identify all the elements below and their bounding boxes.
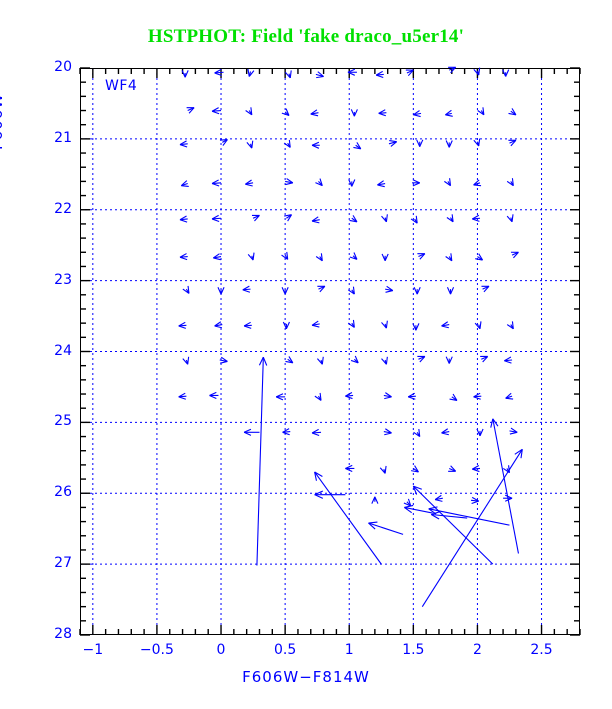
y-tick-label: 22	[54, 200, 72, 217]
y-tick-label: 27	[54, 555, 72, 572]
x-tick-label: 2.5	[530, 642, 553, 658]
x-axis-label: F606W−F814W	[242, 668, 370, 686]
x-tick-label: 1	[344, 642, 354, 658]
x-tick-label: 0	[216, 642, 226, 658]
y-tick-label: 21	[54, 129, 72, 146]
chip-label: WF4	[105, 78, 138, 94]
x-tick-label: −0.5	[139, 642, 174, 658]
y-tick-label: 20	[54, 59, 72, 75]
y-tick-label: 28	[54, 626, 72, 642]
plot-area	[80, 68, 580, 635]
y-tick-label: 26	[54, 484, 72, 501]
x-tick-label: 0.5	[273, 642, 297, 658]
x-tick-label: 1.5	[402, 642, 425, 658]
y-tick-label: 24	[54, 342, 72, 359]
x-tick-label: −1	[82, 642, 104, 658]
y-tick-label: 23	[54, 271, 72, 288]
y-tick-label: 25	[54, 413, 72, 430]
page-title: HSTPHOT: Field 'fake draco_u5er14'	[147, 26, 465, 47]
y-axis-label: F606W	[0, 92, 6, 150]
x-tick-label: 2	[472, 642, 482, 658]
